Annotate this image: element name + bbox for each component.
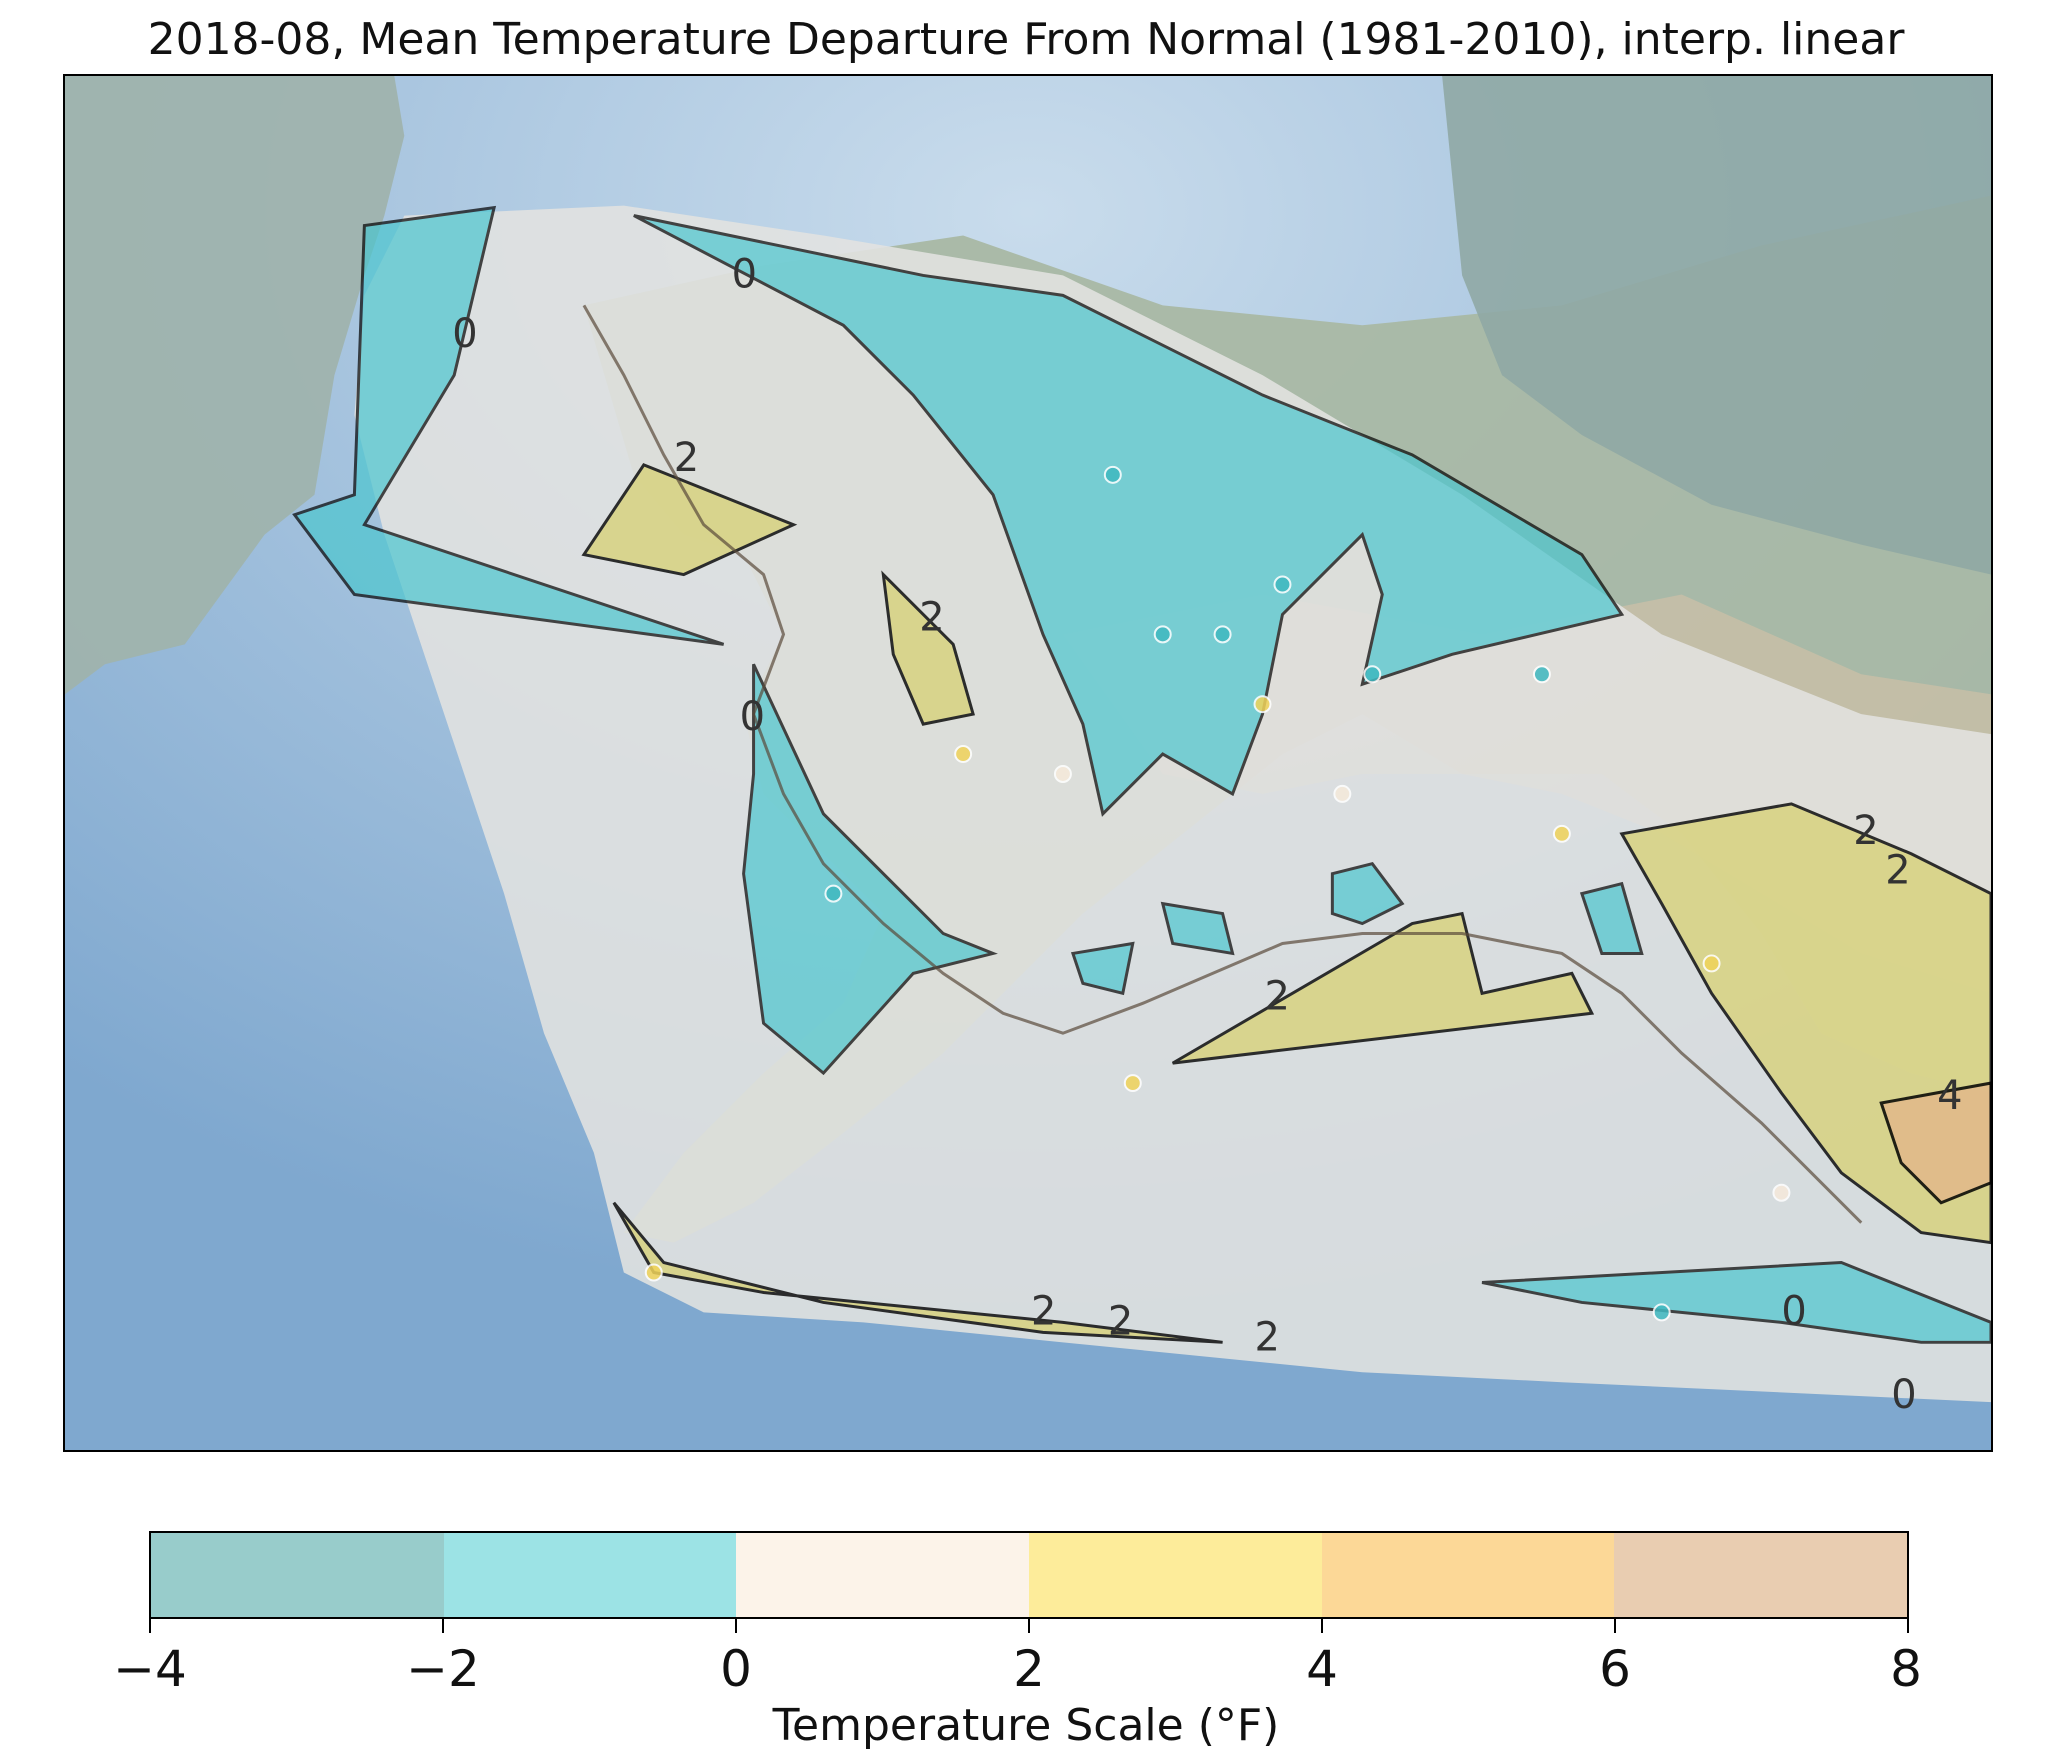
station-dot — [1772, 1183, 1791, 1202]
map-panel: 0 0 2 2 0 2 2 2 2 2 2 4 0 0 — [63, 74, 1993, 1452]
contour-label: 2 — [1885, 848, 1910, 894]
neg-region-west — [742, 663, 998, 1076]
station-dot — [644, 1263, 663, 1282]
contour-label: 2 — [1255, 1314, 1280, 1360]
neg-region-small-3 — [1330, 862, 1405, 926]
colorbar-tick — [1614, 1619, 1616, 1633]
contour-label: 0 — [732, 251, 757, 297]
colorbar-label: Temperature Scale (°F) — [772, 1700, 1280, 1751]
colorbar-bin — [151, 1533, 444, 1617]
neg-region-small-4 — [1579, 881, 1644, 955]
colorbar-tick-label: 4 — [1306, 1640, 1338, 1698]
pos-region-gulf — [1171, 911, 1595, 1065]
neg-region-small-1 — [1070, 941, 1135, 996]
colorbar-bin — [1614, 1533, 1908, 1617]
contour-label: 2 — [674, 435, 699, 481]
colorbar-tick-label: −2 — [406, 1640, 480, 1698]
station-dot — [1053, 764, 1072, 783]
coastline — [582, 304, 1863, 1224]
colorbar-tick — [1028, 1619, 1030, 1633]
colorbar-bin — [1321, 1533, 1615, 1617]
colorbar-tick-label: 8 — [1890, 1640, 1922, 1698]
colorbar-tick — [1907, 1619, 1909, 1633]
colorbar-tick-label: 0 — [720, 1640, 752, 1698]
station-dot — [1532, 665, 1551, 684]
station-dot — [1363, 665, 1382, 684]
contour-label: 2 — [1265, 973, 1290, 1019]
map-title: 2018-08, Mean Temperature Departure From… — [147, 14, 1905, 65]
land-siberia — [65, 76, 405, 695]
station-dot — [954, 745, 973, 763]
colorbar — [149, 1531, 1909, 1619]
land-canada-north — [1442, 76, 1991, 575]
colorbar-bin — [736, 1533, 1030, 1617]
station-dot — [1652, 1303, 1671, 1322]
colorbar-bin — [1029, 1533, 1322, 1617]
pos-region-aleutian — [612, 1201, 1223, 1344]
contour-label: 0 — [1781, 1288, 1806, 1334]
contour-label: 2 — [1031, 1288, 1056, 1334]
station-dot — [1103, 465, 1122, 484]
station-dot — [824, 884, 843, 903]
pos-region-north — [581, 463, 798, 577]
colorbar-tick-label: −4 — [113, 1640, 187, 1698]
colorbar-bin — [443, 1533, 737, 1617]
pos-region-four — [1879, 1081, 1991, 1205]
colorbar-tick — [735, 1619, 737, 1633]
pos-region-center — [881, 570, 975, 726]
station-dot — [1253, 695, 1272, 714]
colorbar-tick — [1321, 1619, 1323, 1633]
temperature-map: 0 0 2 2 0 2 2 2 2 2 2 4 0 0 — [65, 76, 1991, 1450]
colorbar-tick-label: 6 — [1599, 1640, 1631, 1698]
neg-region-north — [633, 214, 1625, 817]
station-dot — [1333, 784, 1352, 803]
contour-label: 0 — [740, 694, 765, 740]
contour-label: 0 — [1891, 1372, 1916, 1418]
neg-region-south — [1481, 1261, 1991, 1344]
neg-region-small-2 — [1160, 901, 1235, 956]
contour-label: 4 — [1937, 1073, 1962, 1119]
contour-label: 2 — [919, 594, 944, 640]
colorbar-tick — [149, 1619, 151, 1633]
station-dot — [1213, 625, 1232, 644]
station-dot — [1552, 824, 1571, 843]
neg-region-nw — [292, 205, 725, 646]
station-dot — [1153, 625, 1172, 644]
station-dot — [1123, 1074, 1142, 1093]
colorbar-tick-label: 2 — [1013, 1640, 1045, 1698]
stations — [644, 465, 1791, 1322]
station-dot — [1273, 575, 1292, 594]
contour-label: 2 — [1108, 1298, 1133, 1344]
colorbar-tick — [442, 1619, 444, 1633]
contour-label: 0 — [452, 311, 477, 357]
interpolation-field — [354, 205, 1991, 1403]
station-dot — [1702, 954, 1721, 973]
contour-label: 2 — [1853, 808, 1878, 854]
